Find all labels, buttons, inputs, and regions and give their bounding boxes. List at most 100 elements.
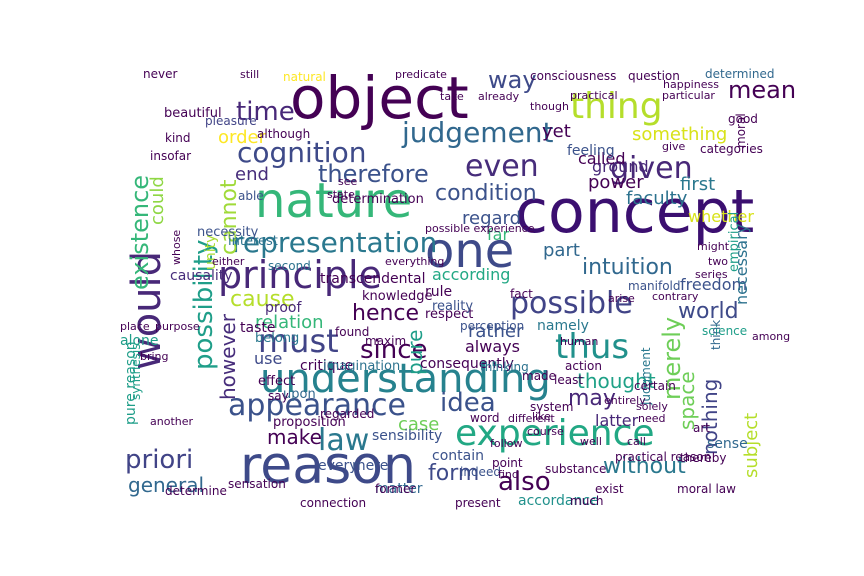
cloud-word: since — [360, 335, 428, 365]
cloud-word: therefore — [318, 160, 429, 188]
cloud-word: understanding — [260, 356, 551, 402]
cloud-word: thinking — [480, 360, 529, 374]
cloud-word: although — [257, 127, 310, 141]
cloud-word: already — [478, 90, 520, 103]
cloud-word: made — [522, 369, 556, 383]
cloud-word: contrary — [652, 290, 699, 303]
cloud-word: art — [693, 421, 710, 435]
cloud-word: subject — [741, 413, 762, 478]
cloud-word: critique — [300, 358, 353, 374]
cloud-word: fact — [510, 287, 533, 301]
cloud-word: everything — [385, 255, 444, 268]
cloud-word: rather — [468, 321, 524, 342]
cloud-word: accordance — [518, 493, 599, 509]
cloud-word: empirical — [727, 212, 742, 272]
cloud-word: cognition — [237, 136, 366, 169]
cloud-word: ground — [592, 157, 649, 176]
cloud-word: find — [498, 468, 519, 481]
cloud-word: idea — [440, 388, 496, 418]
cloud-word: power — [588, 172, 644, 193]
cloud-word: sensibility — [372, 428, 442, 444]
cloud-word: entirely — [604, 394, 646, 407]
cloud-word: consequently — [420, 356, 514, 372]
cloud-word: even — [465, 149, 539, 184]
cloud-word: cannot — [217, 179, 242, 255]
cloud-word: judgement — [401, 116, 554, 149]
cloud-word: rule — [425, 284, 452, 300]
cloud-word: might — [697, 240, 730, 253]
cloud-word: another — [150, 415, 193, 428]
cloud-word: moral law — [677, 482, 736, 496]
cloud-word: exist — [595, 482, 624, 496]
cloud-word: arise — [608, 292, 635, 305]
cloud-word: question — [628, 69, 680, 83]
cloud-word: pleasure — [205, 114, 257, 128]
cloud-word: natural — [283, 70, 326, 84]
cloud-word: law — [318, 423, 369, 458]
cloud-word: practical — [570, 89, 618, 102]
cloud-word: word — [470, 411, 500, 425]
cloud-word: given — [610, 151, 693, 186]
cloud-word: connection — [300, 496, 366, 510]
cloud-word: thing — [570, 86, 663, 127]
cloud-word: case — [398, 414, 439, 435]
cloud-word: sensation — [228, 477, 286, 491]
cloud-word: however — [216, 313, 240, 400]
cloud-word: reality — [432, 299, 473, 314]
cloud-word: matter — [375, 481, 423, 497]
cloud-word: relation — [255, 312, 324, 333]
cloud-word: belong — [255, 331, 299, 346]
cloud-word: never — [143, 67, 177, 81]
cloud-word: first — [680, 174, 715, 195]
cloud-word: one — [425, 223, 514, 279]
cloud-word: contain — [432, 448, 484, 464]
cloud-word: regarded — [320, 407, 374, 421]
cloud-word: different — [508, 412, 555, 425]
cloud-word: whether — [688, 207, 754, 226]
cloud-word: though — [530, 100, 569, 113]
cloud-word: insofar — [150, 149, 191, 163]
cloud-word: use — [254, 349, 282, 368]
cloud-word: object — [290, 64, 469, 132]
cloud-word: far — [487, 225, 509, 244]
cloud-word: make — [267, 425, 322, 449]
cloud-word: cause — [230, 287, 295, 312]
cloud-word: place — [120, 320, 150, 333]
cloud-word: knowledge — [362, 289, 432, 304]
cloud-word: consciousness — [530, 69, 616, 83]
cloud-word: pure reason — [123, 341, 139, 425]
cloud-word: time — [236, 97, 295, 127]
cloud-word: determine — [165, 484, 227, 498]
cloud-word: nothing — [698, 379, 722, 455]
cloud-word: able — [238, 189, 264, 203]
cloud-word: according — [432, 265, 510, 284]
cloud-word: latter — [595, 411, 639, 430]
cloud-word: among — [752, 330, 790, 343]
cloud-word: see — [338, 175, 357, 188]
cloud-word: end — [235, 164, 269, 185]
cloud-word: way — [488, 66, 537, 94]
cloud-word: called — [578, 149, 626, 168]
cloud-word: particular — [662, 89, 715, 102]
cloud-word: yet — [542, 121, 571, 142]
cloud-word: maxim — [365, 334, 406, 348]
cloud-word: upon — [283, 387, 316, 402]
cloud-word: nature — [255, 173, 412, 229]
cloud-word: imagination — [323, 359, 400, 374]
cloud-word: every — [318, 458, 358, 474]
cloud-word: science — [702, 324, 747, 338]
cloud-word: manifold — [628, 279, 681, 293]
cloud-word: possible — [510, 286, 633, 321]
cloud-word: give — [662, 140, 686, 153]
cloud-word: representation — [232, 226, 437, 259]
cloud-word: order — [218, 127, 267, 148]
cloud-word: appearance — [228, 388, 406, 423]
cloud-word: also — [498, 467, 551, 497]
cloud-word: solely — [636, 400, 668, 413]
cloud-word: well — [580, 435, 602, 448]
cloud-word: mean — [728, 76, 796, 104]
cloud-word: sense — [707, 436, 748, 452]
cloud-word: space — [675, 371, 699, 430]
cloud-word: kind — [165, 131, 191, 145]
